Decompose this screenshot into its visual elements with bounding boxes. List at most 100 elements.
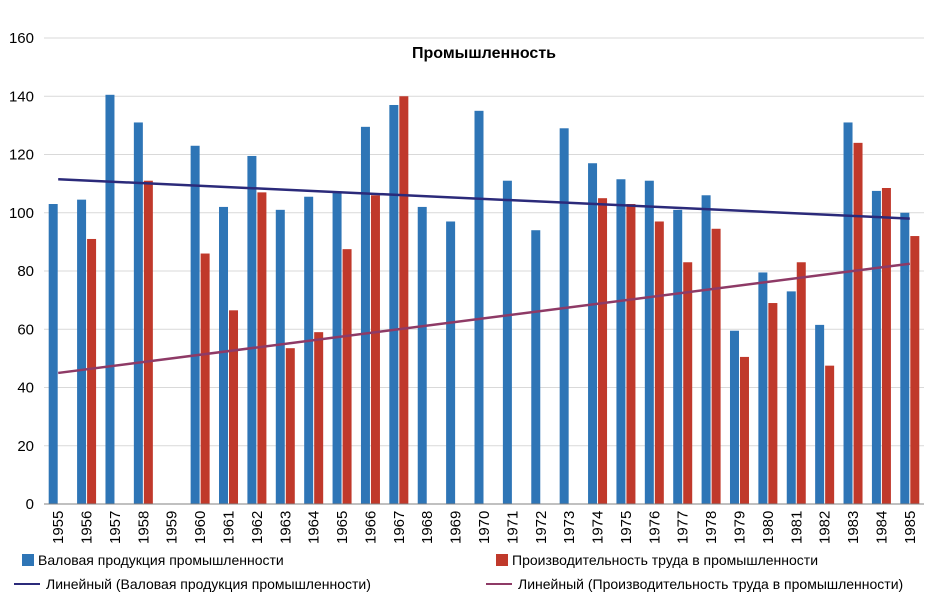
bar-labor-productivity xyxy=(87,238,97,504)
x-tick-label: 1974 xyxy=(590,511,607,544)
bar-gross-output xyxy=(219,206,229,505)
bar-labor-productivity xyxy=(598,198,608,504)
x-tick-label: 1976 xyxy=(646,511,663,544)
bar-labor-productivity xyxy=(257,192,267,505)
bar-gross-output xyxy=(105,94,115,504)
bar-labor-productivity xyxy=(881,187,891,504)
x-tick-label: 1966 xyxy=(362,511,379,544)
x-tick-label: 1961 xyxy=(221,511,238,544)
bar-gross-output xyxy=(474,110,484,504)
x-tick-label: 1959 xyxy=(164,511,181,544)
bar-labor-productivity xyxy=(768,303,778,504)
x-tick-label: 1981 xyxy=(788,511,805,544)
bar-gross-output xyxy=(360,126,370,505)
bar-gross-output xyxy=(247,155,257,505)
legend-label-trend-1: Линейный (Валовая продукция промышленнос… xyxy=(46,576,371,592)
x-tick-label: 1970 xyxy=(476,511,493,544)
x-tick-label: 1969 xyxy=(448,511,465,544)
bar-gross-output xyxy=(900,212,910,504)
y-axis-ticks: 0 20 40 60 80 100 120 140 160 xyxy=(9,30,34,513)
bar-gross-output xyxy=(502,180,512,504)
bar-labor-productivity xyxy=(683,262,693,504)
x-tick-label: 1962 xyxy=(249,511,266,544)
legend-label-series-1: Валовая продукция промышленности xyxy=(38,552,284,568)
y-tick-label: 160 xyxy=(9,30,34,47)
bar-labor-productivity xyxy=(796,262,806,504)
y-tick-label: 40 xyxy=(17,380,34,397)
bar-gross-output xyxy=(48,204,58,504)
legend-label-series-2: Производительность труда в промышленност… xyxy=(512,552,818,568)
bar-labor-productivity xyxy=(229,310,239,504)
bar-labor-productivity xyxy=(910,236,920,505)
bars xyxy=(48,94,920,505)
trendline-gross-output xyxy=(58,178,910,220)
x-tick-label: 1964 xyxy=(306,511,323,544)
x-tick-label: 1980 xyxy=(760,511,777,544)
bar-labor-productivity xyxy=(711,228,721,505)
bar-gross-output xyxy=(673,209,683,504)
bar-gross-output xyxy=(446,221,456,505)
y-tick-label: 60 xyxy=(17,321,34,338)
bar-gross-output xyxy=(843,122,853,505)
bar-gross-output xyxy=(389,104,399,505)
y-tick-label: 140 xyxy=(9,88,34,105)
x-tick-label: 1963 xyxy=(277,511,294,544)
x-tick-label: 1957 xyxy=(107,511,124,544)
bar-labor-productivity xyxy=(285,348,295,504)
x-tick-label: 1960 xyxy=(192,511,209,544)
bar-gross-output xyxy=(133,122,143,505)
y-tick-label: 0 xyxy=(26,496,34,513)
bar-labor-productivity xyxy=(626,204,636,504)
x-tick-label: 1985 xyxy=(902,511,919,544)
bar-labor-productivity xyxy=(314,332,324,504)
bar-labor-productivity xyxy=(399,96,409,504)
bar-gross-output xyxy=(729,330,739,504)
x-tick-label: 1972 xyxy=(533,511,550,544)
bar-gross-output xyxy=(190,145,200,504)
bar-gross-output xyxy=(531,230,541,504)
x-tick-label: 1967 xyxy=(391,511,408,544)
x-tick-label: 1968 xyxy=(419,511,436,544)
bar-gross-output xyxy=(588,163,598,505)
x-tick-label: 1973 xyxy=(561,511,578,544)
legend-swatch-series-1 xyxy=(22,554,34,566)
bar-labor-productivity xyxy=(739,356,749,504)
x-tick-label: 1955 xyxy=(50,511,67,544)
x-tick-label: 1958 xyxy=(135,511,152,544)
x-tick-label: 1975 xyxy=(618,511,635,544)
bar-gross-output xyxy=(77,199,87,505)
chart-title: Промышленность xyxy=(412,45,556,62)
x-tick-label: 1956 xyxy=(79,511,96,544)
legend-label-trend-2: Линейный (Производительность труда в про… xyxy=(518,576,903,592)
bar-gross-output xyxy=(786,291,796,504)
bar-gross-output xyxy=(616,179,626,504)
bar-gross-output xyxy=(758,272,768,504)
trendline-labor-productivity xyxy=(58,262,910,375)
bar-labor-productivity xyxy=(143,180,153,504)
bar-labor-productivity xyxy=(654,221,664,505)
bar-gross-output xyxy=(417,206,427,505)
bar-labor-productivity xyxy=(370,195,380,504)
bar-labor-productivity xyxy=(342,249,352,504)
legend: Валовая продукция промышленности Произво… xyxy=(14,552,903,592)
x-tick-label: 1979 xyxy=(731,511,748,544)
bar-gross-output xyxy=(871,190,881,504)
x-tick-label: 1982 xyxy=(817,511,834,544)
bar-gross-output xyxy=(332,192,342,505)
bar-labor-productivity xyxy=(200,253,210,504)
bar-labor-productivity xyxy=(853,142,863,504)
trendlines xyxy=(58,178,910,375)
x-axis-ticks: 1955 1956 1957 1958 1959 1960 1961 1962 1963 1964… xyxy=(50,511,919,544)
x-tick-label: 1977 xyxy=(675,511,692,544)
bar-gross-output xyxy=(275,209,285,504)
bar-gross-output xyxy=(304,196,314,504)
bar-labor-productivity xyxy=(825,365,835,504)
y-tick-label: 100 xyxy=(9,205,34,222)
legend-swatch-series-2 xyxy=(496,554,508,566)
bar-gross-output xyxy=(815,324,825,504)
x-tick-label: 1984 xyxy=(873,511,890,544)
y-tick-label: 20 xyxy=(17,438,34,455)
x-tick-label: 1971 xyxy=(504,511,521,544)
